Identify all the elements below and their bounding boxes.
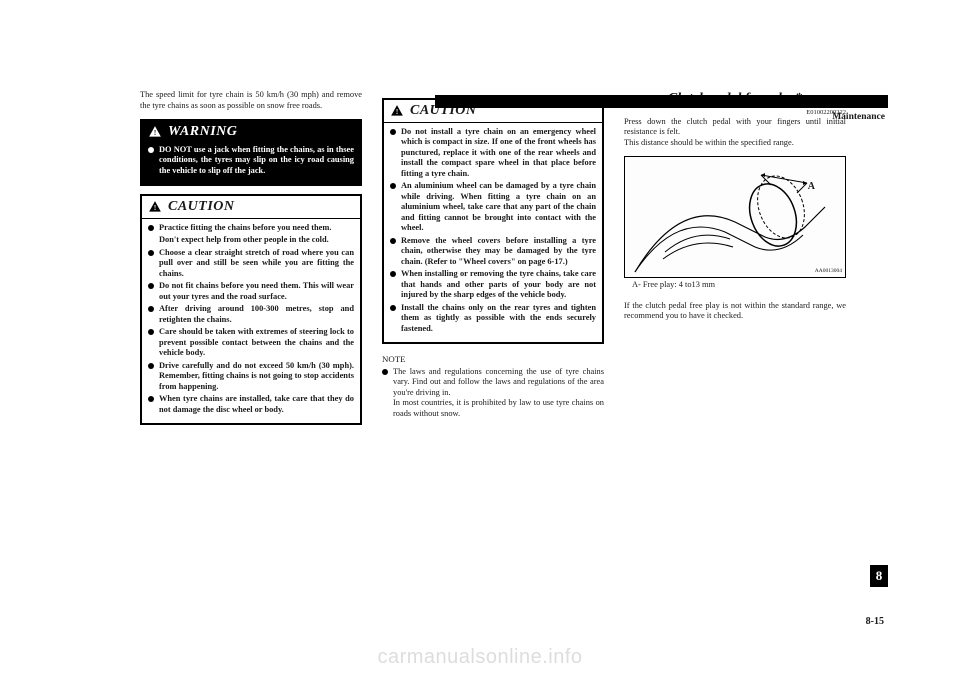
bullet-icon — [390, 129, 396, 135]
column-3: Clutch pedal free play* E01002200222 Pre… — [624, 90, 846, 433]
figure-label-A: A — [808, 181, 815, 194]
chapter-tab: 8 — [870, 565, 888, 587]
bullet-icon — [148, 363, 154, 369]
clutch-pedal-diagram-icon — [625, 157, 845, 277]
bullet-icon — [148, 283, 154, 289]
bullet-icon — [390, 238, 396, 244]
warning-body: DO NOT use a jack when fitting the chain… — [142, 141, 360, 185]
caution-box-2: ! CAUTION Do not install a tyre chain on… — [382, 98, 604, 344]
svg-text:!: ! — [154, 204, 156, 212]
caution-label: CAUTION — [168, 198, 235, 216]
bullet-icon — [148, 396, 154, 402]
caution-item: Do not fit chains before you need them. … — [148, 281, 354, 302]
body-text-1: Press down the clutch pedal with your fi… — [624, 117, 846, 138]
svg-text:!: ! — [154, 129, 156, 137]
warning-box: ! WARNING DO NOT use a jack when fitting… — [140, 119, 362, 186]
caution-item: When installing or removing the tyre cha… — [390, 269, 596, 301]
caution-triangle-icon: ! — [390, 104, 404, 118]
caution-item: An aluminium wheel can be damaged by a t… — [390, 181, 596, 234]
caution-item: Install the chains only on the rear tyre… — [390, 303, 596, 335]
figure-caption: A- Free play: 4 to13 mm — [632, 280, 846, 291]
body-text-3: If the clutch pedal free play is not wit… — [624, 301, 846, 322]
caution-item: Care should be taken with extremes of st… — [148, 327, 354, 359]
warning-item: DO NOT use a jack when fitting the chain… — [148, 145, 354, 177]
section-header: Maintenance — [832, 112, 885, 122]
clutch-pedal-figure: A AA0013004 — [624, 156, 846, 278]
caution-body: Do not install a tyre chain on an emerge… — [384, 123, 602, 343]
column-2: ! CAUTION Do not install a tyre chain on… — [382, 90, 604, 433]
warning-triangle-icon: ! — [148, 125, 162, 139]
warning-title: ! WARNING — [142, 121, 360, 141]
intro-text: The speed limit for tyre chain is 50 km/… — [140, 90, 362, 111]
bullet-icon — [148, 250, 154, 256]
caution-body: Practice fitting the chains before you n… — [142, 219, 360, 424]
note-item: The laws and regulations concerning the … — [382, 367, 604, 420]
header-bar — [435, 95, 888, 108]
bullet-icon — [148, 225, 154, 231]
bullet-icon — [390, 183, 396, 189]
column-1: The speed limit for tyre chain is 50 km/… — [140, 90, 362, 433]
bullet-icon — [390, 305, 396, 311]
caution-triangle-icon: ! — [148, 200, 162, 214]
caution-item: Drive carefully and do not exceed 50 km/… — [148, 361, 354, 393]
caution-box-1: ! CAUTION Practice fitting the chains be… — [140, 194, 362, 425]
section-code: E01002200222 — [624, 109, 846, 117]
caution-item: After driving around 100-300 metres, sto… — [148, 304, 354, 325]
svg-text:!: ! — [396, 108, 398, 116]
bullet-icon — [382, 369, 388, 375]
caution-item: Practice fitting the chains before you n… — [148, 223, 354, 246]
caution-item: Choose a clear straight stretch of road … — [148, 248, 354, 280]
body-text-2: This distance should be within the speci… — [624, 138, 846, 149]
note-label: NOTE — [382, 354, 604, 365]
page-content: The speed limit for tyre chain is 50 km/… — [0, 0, 960, 453]
warning-label: WARNING — [168, 123, 237, 141]
bullet-icon — [148, 147, 154, 153]
figure-code: AA0013004 — [815, 268, 842, 275]
caution-item: When tyre chains are installed, take car… — [148, 394, 354, 415]
note-list: The laws and regulations concerning the … — [382, 367, 604, 420]
bullet-icon — [148, 329, 154, 335]
caution-item: Do not install a tyre chain on an emerge… — [390, 127, 596, 180]
watermark: carmanualsonline.info — [377, 646, 582, 669]
bullet-icon — [148, 306, 154, 312]
caution-title: ! CAUTION — [142, 196, 360, 216]
page-number: 8-15 — [866, 616, 884, 627]
caution-item: Remove the wheel covers before installin… — [390, 236, 596, 268]
bullet-icon — [390, 271, 396, 277]
